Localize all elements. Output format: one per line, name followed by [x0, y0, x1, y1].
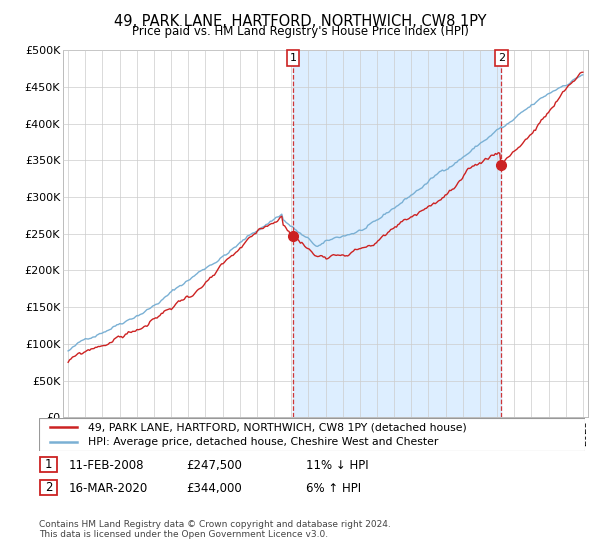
Text: 2: 2	[498, 53, 505, 63]
Text: 49, PARK LANE, HARTFORD, NORTHWICH, CW8 1PY (detached house): 49, PARK LANE, HARTFORD, NORTHWICH, CW8 …	[88, 422, 467, 432]
Text: Contains HM Land Registry data © Crown copyright and database right 2024.
This d: Contains HM Land Registry data © Crown c…	[39, 520, 391, 539]
Text: 1: 1	[289, 53, 296, 63]
Text: HPI: Average price, detached house, Cheshire West and Chester: HPI: Average price, detached house, Ches…	[88, 437, 439, 447]
Text: £344,000: £344,000	[186, 482, 242, 495]
FancyBboxPatch shape	[40, 457, 57, 473]
Text: 49, PARK LANE, HARTFORD, NORTHWICH, CW8 1PY: 49, PARK LANE, HARTFORD, NORTHWICH, CW8 …	[114, 14, 486, 29]
Text: 16-MAR-2020: 16-MAR-2020	[69, 482, 148, 495]
Text: 11% ↓ HPI: 11% ↓ HPI	[306, 459, 368, 473]
Text: 2: 2	[45, 480, 52, 494]
Text: 1: 1	[45, 458, 52, 472]
Bar	[293, 50, 502, 417]
Text: 11-FEB-2008: 11-FEB-2008	[69, 459, 145, 473]
FancyBboxPatch shape	[39, 418, 585, 451]
Text: 6% ↑ HPI: 6% ↑ HPI	[306, 482, 361, 495]
Text: £247,500: £247,500	[186, 459, 242, 473]
Text: Price paid vs. HM Land Registry's House Price Index (HPI): Price paid vs. HM Land Registry's House …	[131, 25, 469, 38]
FancyBboxPatch shape	[40, 479, 57, 495]
